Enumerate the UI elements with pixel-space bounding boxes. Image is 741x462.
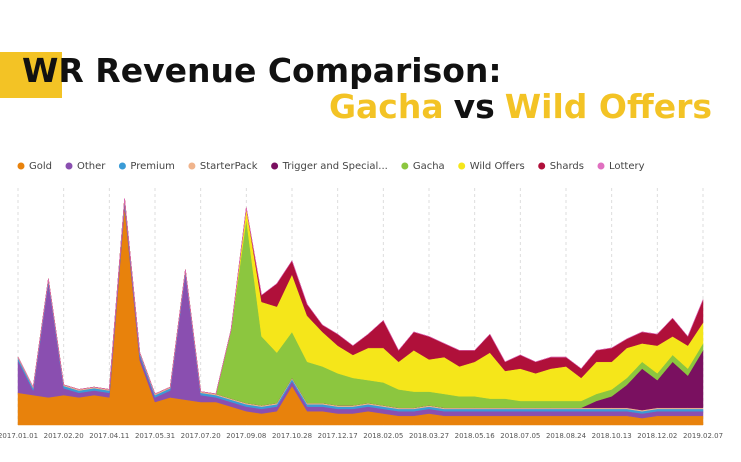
x-tick-label: 2018.03.27 (409, 432, 449, 440)
subtitle-part: vs (454, 87, 495, 126)
x-tick-label: 2017.01.01 (0, 432, 38, 440)
x-tick-label: 2017.05.31 (135, 432, 175, 440)
legend-marker (538, 162, 546, 170)
legend-marker (458, 162, 466, 170)
area (17, 198, 704, 395)
legend-marker (401, 162, 409, 170)
x-tick-label: 2017.09.08 (226, 432, 266, 440)
x-tick-label: 2017.07.20 (181, 432, 221, 440)
subtitle-part: Wild Offers (505, 87, 712, 126)
legend-label: Trigger and Special... (282, 161, 388, 172)
legend-marker (597, 162, 605, 170)
legend-marker (271, 162, 279, 170)
legend-marker (65, 162, 73, 170)
x-tick-label: 2017.10.28 (272, 432, 312, 440)
x-tick-label: 2018.10.13 (592, 432, 632, 440)
x-tick-label: 2018.02.05 (363, 432, 403, 440)
x-tick-label: 2019.02.07 (683, 432, 723, 440)
chart-title: WR Revenue Comparison: (22, 51, 502, 90)
legend-label: Wild Offers (470, 161, 525, 172)
x-tick-label: 2018.08.24 (546, 432, 587, 440)
legend-label: Gacha (413, 161, 445, 172)
legend-marker (118, 162, 126, 170)
legend-label: Other (77, 161, 106, 172)
x-tick-label: 2018.07.05 (500, 432, 540, 440)
plot: 2017.01.01 2017.02.20 2017.04.11 2017.05.31… (0, 188, 723, 440)
subtitle-part: Gacha (329, 87, 444, 126)
legend-label: Gold (29, 161, 52, 172)
legend-label: Lottery (609, 161, 645, 172)
chart-subtitle: Gacha vs Wild Offers (329, 87, 712, 126)
legend-label: StarterPack (200, 161, 258, 172)
x-tick-label: 2017.04.11 (89, 432, 129, 440)
x-tick-label: 2018.05.16 (455, 432, 496, 440)
legend-label: Premium (130, 161, 175, 172)
x-tick-label: 2017.02.20 (44, 432, 84, 440)
x-tick-label: 2017.12.17 (318, 432, 358, 440)
legend-marker (188, 162, 196, 170)
legend-marker (17, 162, 25, 170)
accent-bar (0, 52, 62, 98)
legend-label: Shards (550, 161, 584, 172)
legend: Gold Other Premium StarterPack Trigger and S… (17, 161, 645, 172)
x-tick-label: 2018.12.02 (637, 432, 677, 440)
